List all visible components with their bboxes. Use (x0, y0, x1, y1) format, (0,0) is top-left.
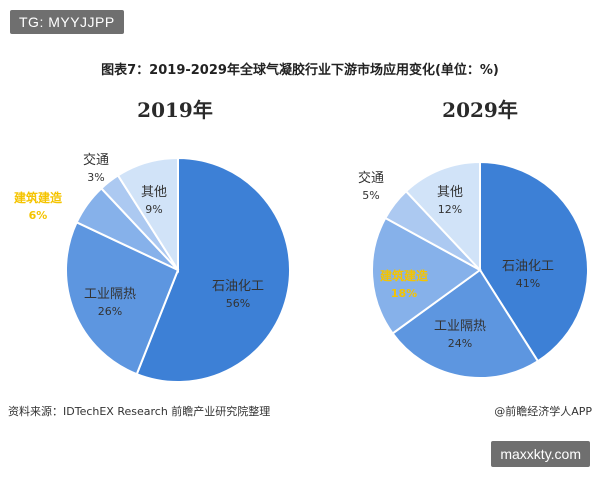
pie-2029-slice-industrial-insulation (391, 268, 540, 379)
pie-2029-label-construction: 建筑建造 (379, 268, 429, 283)
pie-2029-value-construction: 18% (391, 287, 417, 300)
pie-2019-year-label: 2019年 (137, 98, 213, 122)
pie-2029-label-industrial-insulation: 工业隔热 (434, 319, 486, 334)
pie-2019-slice-petrochemical (135, 156, 292, 383)
website-badge: maxxkty.com (491, 441, 590, 467)
pie-2019-label-petrochemical: 石油化工 (212, 279, 264, 294)
pie-2019-label-transport: 交通 (83, 152, 109, 168)
pie-2019-slice-other (116, 156, 179, 274)
pie-2029-value-industrial-insulation: 24% (448, 337, 472, 350)
pie-2029-value-petrochemical: 41% (516, 277, 540, 290)
pie-2029-value-other: 12% (438, 203, 462, 216)
pie-2029-value-transport: 5% (362, 189, 379, 202)
pie-2019-label-industrial-insulation: 工业隔热 (84, 287, 136, 302)
pie-2029-slice-construction (371, 216, 482, 335)
publisher-credit: @前瞻经济学人APP (494, 405, 592, 418)
channel-badge: TG: MYYJJPP (10, 10, 124, 34)
chart-title: 图表7：2019-2029年全球气凝胶行业下游市场应用变化(单位：%) (101, 63, 499, 78)
data-source-note: 资料来源：IDTechEX Research 前瞻产业研究院整理 (8, 405, 271, 418)
pie-2019-value-other: 9% (145, 203, 162, 216)
pie-2029-label-petrochemical: 石油化工 (502, 259, 554, 274)
pie-2029-label-other: 其他 (437, 185, 463, 200)
pie-2019-label-other: 其他 (141, 185, 167, 200)
pie-2019-value-petrochemical: 56% (226, 297, 250, 310)
pie-2019-value-industrial-insulation: 26% (98, 305, 122, 318)
pie-2019-slice-industrial-insulation (65, 220, 180, 376)
pie-2019-value-transport: 3% (87, 171, 104, 184)
pie-2029-year-label: 2029年 (442, 98, 518, 122)
pie-2029-slice-other (404, 160, 481, 273)
pie-2019-label-construction: 建筑建造 (13, 190, 63, 205)
pie-2019-value-construction: 6% (29, 209, 48, 222)
pie-2029-label-transport: 交通 (358, 170, 384, 186)
